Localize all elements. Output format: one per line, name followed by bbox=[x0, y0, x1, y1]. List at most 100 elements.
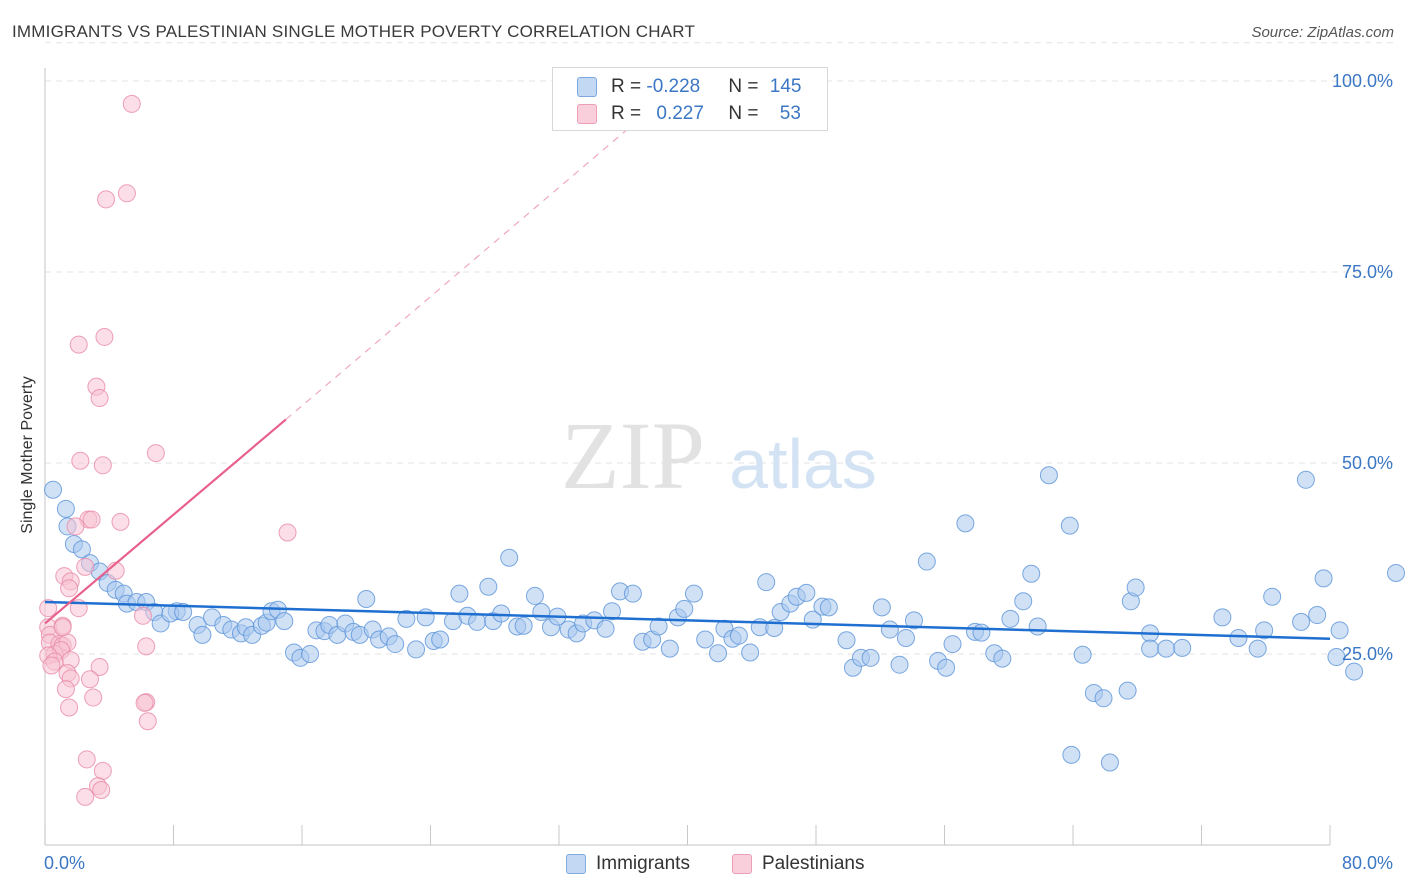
immigrant-point bbox=[275, 612, 294, 631]
palestinian-point bbox=[95, 327, 114, 346]
palestinian-point bbox=[90, 389, 109, 408]
legend-n-value: 145 bbox=[769, 76, 802, 97]
immigrant-point bbox=[1173, 638, 1192, 657]
immigrant-point bbox=[174, 602, 193, 621]
palestinian-point bbox=[71, 451, 90, 470]
immigrant-point bbox=[596, 619, 615, 638]
immigrant-point bbox=[1118, 681, 1137, 700]
palestinian-point bbox=[53, 618, 72, 637]
immigrant-point bbox=[514, 616, 533, 635]
palestinian-point bbox=[77, 750, 96, 769]
immigrant-point bbox=[532, 602, 551, 621]
immigrant-point bbox=[861, 648, 880, 667]
immigrant-point bbox=[757, 573, 776, 592]
legend-row-palestinians: R = 0.227 N = 53 bbox=[577, 103, 801, 125]
data-points bbox=[39, 94, 1405, 806]
tick-labels: 25.0% 50.0% 75.0% 100.0% 0.0% 80.0% bbox=[44, 71, 1393, 873]
palestinian-point bbox=[122, 94, 141, 113]
palestinian-point bbox=[146, 444, 165, 463]
palestinian-point bbox=[278, 523, 297, 542]
immigrant-point bbox=[709, 644, 728, 663]
immigrant-point bbox=[956, 514, 975, 533]
immigrant-point bbox=[193, 625, 212, 644]
palestinian-point bbox=[56, 680, 75, 699]
immigrant-point bbox=[896, 628, 915, 647]
immigrant-point bbox=[1387, 564, 1405, 583]
immigrant-point bbox=[729, 626, 748, 645]
immigrant-point bbox=[1001, 609, 1020, 628]
series-legend-immigrants: Immigrants bbox=[566, 852, 690, 876]
series-swatch-immigrants bbox=[566, 854, 586, 874]
immigrant-point bbox=[937, 658, 956, 677]
immigrant-point bbox=[1073, 645, 1092, 664]
palestinian-point bbox=[92, 780, 111, 799]
palestinian-point bbox=[137, 637, 156, 656]
immigrant-point bbox=[525, 586, 544, 605]
immigrant-point bbox=[1094, 689, 1113, 708]
immigrant-point bbox=[492, 604, 511, 623]
palestinian-point bbox=[39, 599, 58, 618]
immigrant-point bbox=[649, 617, 668, 636]
gridlines bbox=[45, 42, 1395, 655]
legend-r-value: -0.228 bbox=[646, 76, 701, 97]
palestinian-point bbox=[80, 670, 99, 689]
legend-r-label: R = bbox=[611, 103, 647, 124]
immigrant-point bbox=[1248, 639, 1267, 658]
trend-lines bbox=[44, 118, 1331, 640]
legend-swatch-palestinians bbox=[577, 104, 597, 124]
immigrant-point bbox=[397, 609, 416, 628]
palestinian-point bbox=[82, 510, 101, 529]
legend-n-value: 53 bbox=[779, 103, 801, 124]
immigrant-point bbox=[837, 631, 856, 650]
immigrant-point bbox=[904, 611, 923, 630]
legend-n-label: N = bbox=[728, 76, 764, 97]
y-tick-label: 75.0% bbox=[1342, 262, 1393, 282]
immigrant-point bbox=[917, 552, 936, 571]
immigrant-point bbox=[500, 548, 519, 567]
immigrant-point bbox=[1022, 564, 1041, 583]
palestinians-trend-extension bbox=[285, 118, 640, 420]
palestinian-point bbox=[117, 184, 136, 203]
immigrant-point bbox=[1327, 648, 1346, 667]
series-label-palestinians: Palestinians bbox=[762, 853, 865, 874]
immigrant-point bbox=[1062, 745, 1081, 764]
immigrant-point bbox=[603, 602, 622, 621]
immigrant-point bbox=[943, 635, 962, 654]
immigrant-point bbox=[972, 623, 991, 642]
palestinian-point bbox=[69, 335, 88, 354]
palestinian-point bbox=[135, 693, 154, 712]
palestinian-point bbox=[76, 557, 95, 576]
palestinian-point bbox=[84, 688, 103, 707]
immigrant-point bbox=[72, 540, 91, 559]
immigrant-point bbox=[450, 584, 469, 603]
series-label-immigrants: Immigrants bbox=[596, 853, 690, 874]
palestinian-point bbox=[60, 579, 79, 598]
palestinian-point bbox=[138, 712, 157, 731]
immigrants-trend-line bbox=[44, 600, 1331, 640]
immigrant-point bbox=[1296, 470, 1315, 489]
immigrant-point bbox=[1039, 466, 1058, 485]
watermark-zip: ZIP bbox=[561, 402, 705, 509]
palestinian-point bbox=[93, 456, 112, 475]
immigrant-point bbox=[1213, 608, 1232, 627]
axes bbox=[44, 68, 1331, 846]
immigrant-point bbox=[797, 583, 816, 602]
palestinians-trend-line bbox=[44, 418, 287, 625]
legend-row-immigrants: R = -0.228 N = 145 bbox=[577, 76, 801, 98]
immigrant-point bbox=[416, 608, 435, 627]
immigrant-point bbox=[431, 630, 450, 649]
stats-legend: R = -0.228 N = 145 R = 0.227 N = 53 bbox=[552, 67, 828, 131]
immigrant-point bbox=[1028, 617, 1047, 636]
immigrant-point bbox=[44, 480, 63, 499]
watermark-atlas: atlas bbox=[729, 425, 877, 503]
source-note: Source: ZipAtlas.com bbox=[1251, 24, 1394, 41]
immigrant-point bbox=[741, 643, 760, 662]
immigrant-point bbox=[1345, 662, 1364, 681]
immigrant-point bbox=[684, 584, 703, 603]
legend-n-label: N = bbox=[728, 103, 764, 124]
palestinian-point bbox=[133, 606, 152, 625]
immigrant-point bbox=[1141, 639, 1160, 658]
immigrant-point bbox=[696, 630, 715, 649]
series-legend-palestinians: Palestinians bbox=[732, 852, 864, 876]
